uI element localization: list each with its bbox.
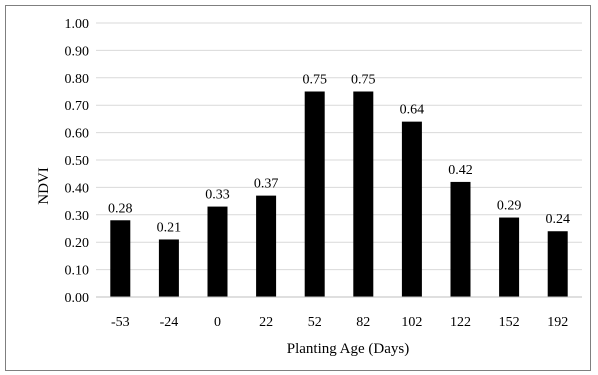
bar — [353, 91, 374, 297]
y-tick-label: 0.90 — [65, 44, 90, 59]
data-label: 0.29 — [497, 199, 522, 214]
chart-frame — [5, 5, 591, 371]
x-tick-label: 82 — [356, 315, 370, 330]
bars — [110, 91, 568, 297]
data-label: 0.21 — [157, 220, 182, 235]
y-tick-label: 0.40 — [65, 181, 90, 196]
y-axis-ticks: 0.00 0.10 0.20 0.30 0.40 0.50 0.60 0.70 0.80 0.90… — [65, 17, 90, 306]
y-axis-title: NDVI — [36, 167, 52, 205]
x-tick-label: -24 — [160, 315, 179, 330]
y-tick-label: 0.50 — [65, 154, 90, 169]
data-label: 0.33 — [205, 188, 230, 203]
x-tick-label: 122 — [450, 315, 471, 330]
bar — [401, 121, 422, 297]
bar — [547, 231, 568, 297]
data-label: 0.37 — [254, 177, 279, 192]
data-label: 0.24 — [545, 212, 570, 227]
y-tick-label: 1.00 — [65, 17, 90, 32]
x-tick-label: 52 — [308, 315, 322, 330]
y-tick-label: 0.70 — [65, 99, 90, 114]
y-tick-label: 0.00 — [65, 291, 90, 306]
data-labels: 0.28 0.21 0.33 0.37 0.75 0.75 0.64 0.42 0.29 0.24 — [108, 73, 570, 236]
data-label: 0.28 — [108, 201, 133, 216]
x-tick-label: 22 — [259, 315, 273, 330]
bar — [110, 220, 131, 297]
x-tick-label: 102 — [401, 315, 422, 330]
y-tick-label: 0.30 — [65, 209, 90, 224]
bar — [207, 206, 228, 297]
data-label: 0.42 — [448, 163, 473, 178]
y-tick-label: 0.20 — [65, 236, 90, 251]
bar — [450, 181, 471, 297]
x-axis-ticks: -53 -24 0 22 52 82 102 122 152 192 — [111, 315, 568, 330]
bar — [256, 195, 277, 297]
bar — [158, 239, 179, 297]
x-axis-title: Planting Age (Days) — [287, 341, 409, 357]
x-tick-label: 0 — [214, 315, 221, 330]
y-tick-label: 0.10 — [65, 264, 90, 279]
x-tick-label: 192 — [547, 315, 568, 330]
y-tick-label: 0.60 — [65, 127, 90, 142]
bar — [499, 217, 520, 297]
bar — [304, 91, 325, 297]
data-label: 0.75 — [351, 73, 376, 88]
data-label: 0.75 — [302, 73, 327, 88]
x-tick-label: -53 — [111, 315, 130, 330]
x-tick-label: 152 — [499, 315, 520, 330]
y-tick-label: 0.80 — [65, 72, 90, 87]
data-label: 0.64 — [400, 103, 425, 118]
